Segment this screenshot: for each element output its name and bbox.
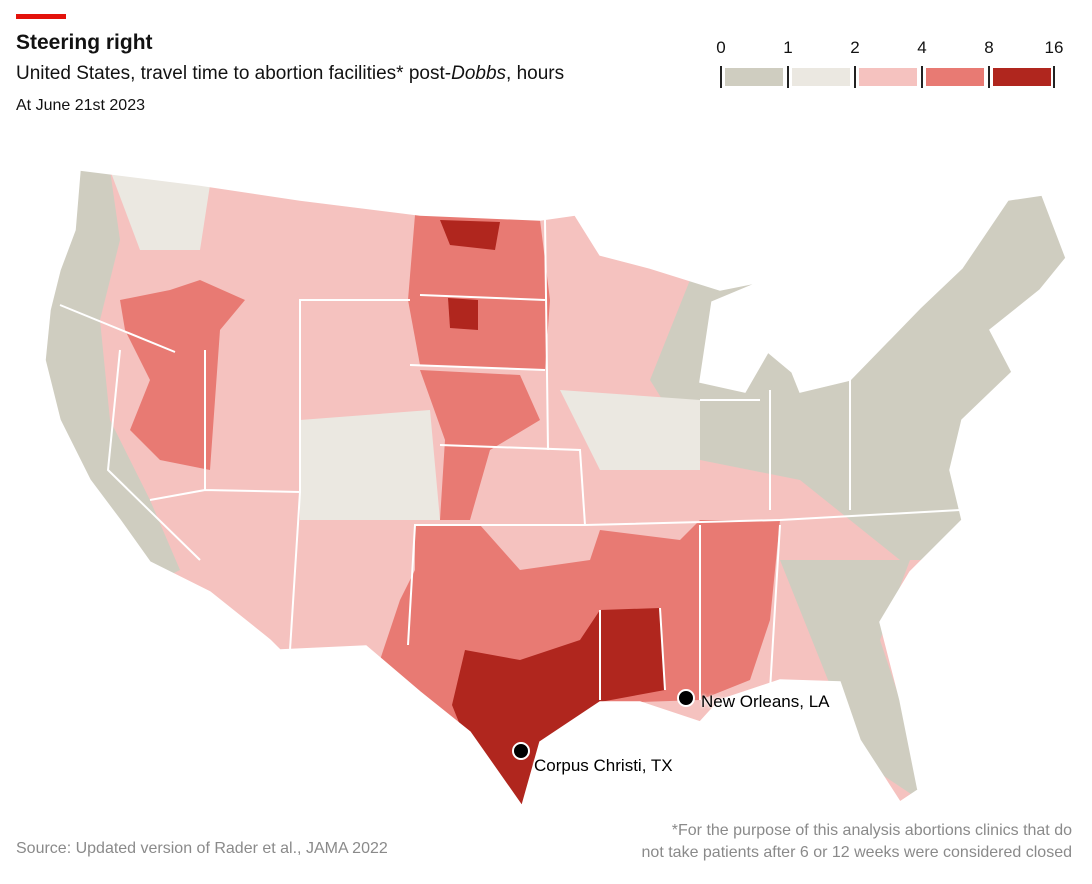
city-label-corpus-christi: Corpus Christi, TX: [534, 756, 673, 775]
legend-tick: [921, 66, 923, 88]
region-light: [110, 170, 210, 250]
region-8-16h: [452, 608, 665, 806]
legend-swatch: [859, 68, 917, 86]
legend-tick: [854, 66, 856, 88]
legend-swatch: [926, 68, 984, 86]
subtitle-italic: Dobbs: [451, 63, 507, 84]
legend-tick: [787, 66, 789, 88]
legend-label: 4: [917, 38, 927, 57]
chart-subtitle: United States, travel time to abortion f…: [16, 63, 564, 85]
state-borders: [59, 219, 961, 700]
new-orleans-marker: [677, 689, 695, 707]
brand-bar: [16, 14, 66, 19]
region-8-16h: [448, 298, 478, 330]
chart-date: At June 21st 2023: [16, 97, 145, 114]
legend-swatch: [792, 68, 850, 86]
region-light: [300, 410, 440, 520]
subtitle-suffix: , hours: [506, 63, 565, 84]
legend-label: 2: [850, 38, 860, 57]
footnote-line: not take patients after 6 or 12 weeks we…: [641, 844, 1072, 861]
legend-tick: [720, 66, 722, 88]
subtitle-text: United States, travel time to abortion f…: [16, 63, 452, 84]
footnote-line: *For the purpose of this analysis aborti…: [671, 822, 1072, 839]
chart-title: Steering right: [16, 31, 153, 54]
legend-label: 1: [783, 38, 793, 57]
legend: 0 1 2 4 8 16: [712, 38, 1072, 93]
legend-label: 16: [1044, 38, 1064, 57]
corpus-christi-marker: [512, 742, 530, 760]
region-4-8h: [120, 280, 245, 470]
footnote: *For the purpose of this analysis aborti…: [642, 820, 1072, 864]
region-8-16h: [440, 220, 500, 250]
source-note: Source: Updated version of Rader et al.,…: [16, 840, 388, 857]
legend-tick: [988, 66, 990, 88]
legend-label: 8: [984, 38, 994, 57]
legend-label: 0: [716, 38, 726, 57]
legend-swatch: [725, 68, 783, 86]
legend-tick: [1053, 66, 1055, 88]
region-light: [560, 390, 700, 470]
region-4-8h: [408, 215, 550, 370]
legend-swatch: [993, 68, 1051, 86]
city-label-new-orleans: New Orleans, LA: [701, 692, 830, 711]
region-4-8h: [420, 370, 540, 520]
